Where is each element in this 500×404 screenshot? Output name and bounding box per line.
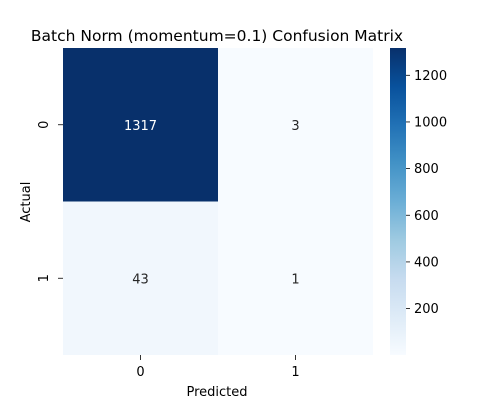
x-tick-label-0: 0: [136, 365, 144, 380]
chart-title: Batch Norm (momentum=0.1) Confusion Matr…: [31, 27, 403, 45]
colorbar-tick-label-4: 1000: [414, 115, 447, 130]
y-tick-label-0: 0: [37, 121, 52, 129]
heatmap-cell-1-0: [63, 201, 218, 355]
cell-value-0-0: 1317: [124, 119, 157, 134]
colorbar-tick-label-5: 1200: [414, 69, 447, 84]
y-axis-label: Actual: [19, 182, 34, 223]
colorbar: [390, 48, 406, 355]
heatmap-cell-0-1: [218, 48, 373, 202]
heatmap-cell-1-1: [218, 201, 373, 355]
y-axis-ticks: 01: [37, 121, 63, 282]
y-tick-label-1: 1: [37, 274, 52, 282]
cell-value-1-1: 1: [291, 272, 299, 287]
colorbar-tick-label-1: 400: [414, 255, 439, 270]
x-tick-label-1: 1: [291, 365, 299, 380]
colorbar-tick-label-0: 200: [414, 302, 439, 317]
x-axis-label: Predicted: [186, 385, 247, 400]
heatmap-annotations: 1317 3 43 1: [124, 119, 300, 288]
cell-value-0-1: 3: [291, 119, 299, 134]
heatmap-cell-0-0: [63, 48, 218, 202]
heatmap-cells: [63, 48, 373, 355]
colorbar-ticks: 200 400 600 800 1000 1200: [406, 69, 447, 317]
colorbar-tick-label-3: 800: [414, 162, 439, 177]
cell-value-1-0: 43: [132, 272, 149, 287]
colorbar-tick-label-2: 600: [414, 209, 439, 224]
